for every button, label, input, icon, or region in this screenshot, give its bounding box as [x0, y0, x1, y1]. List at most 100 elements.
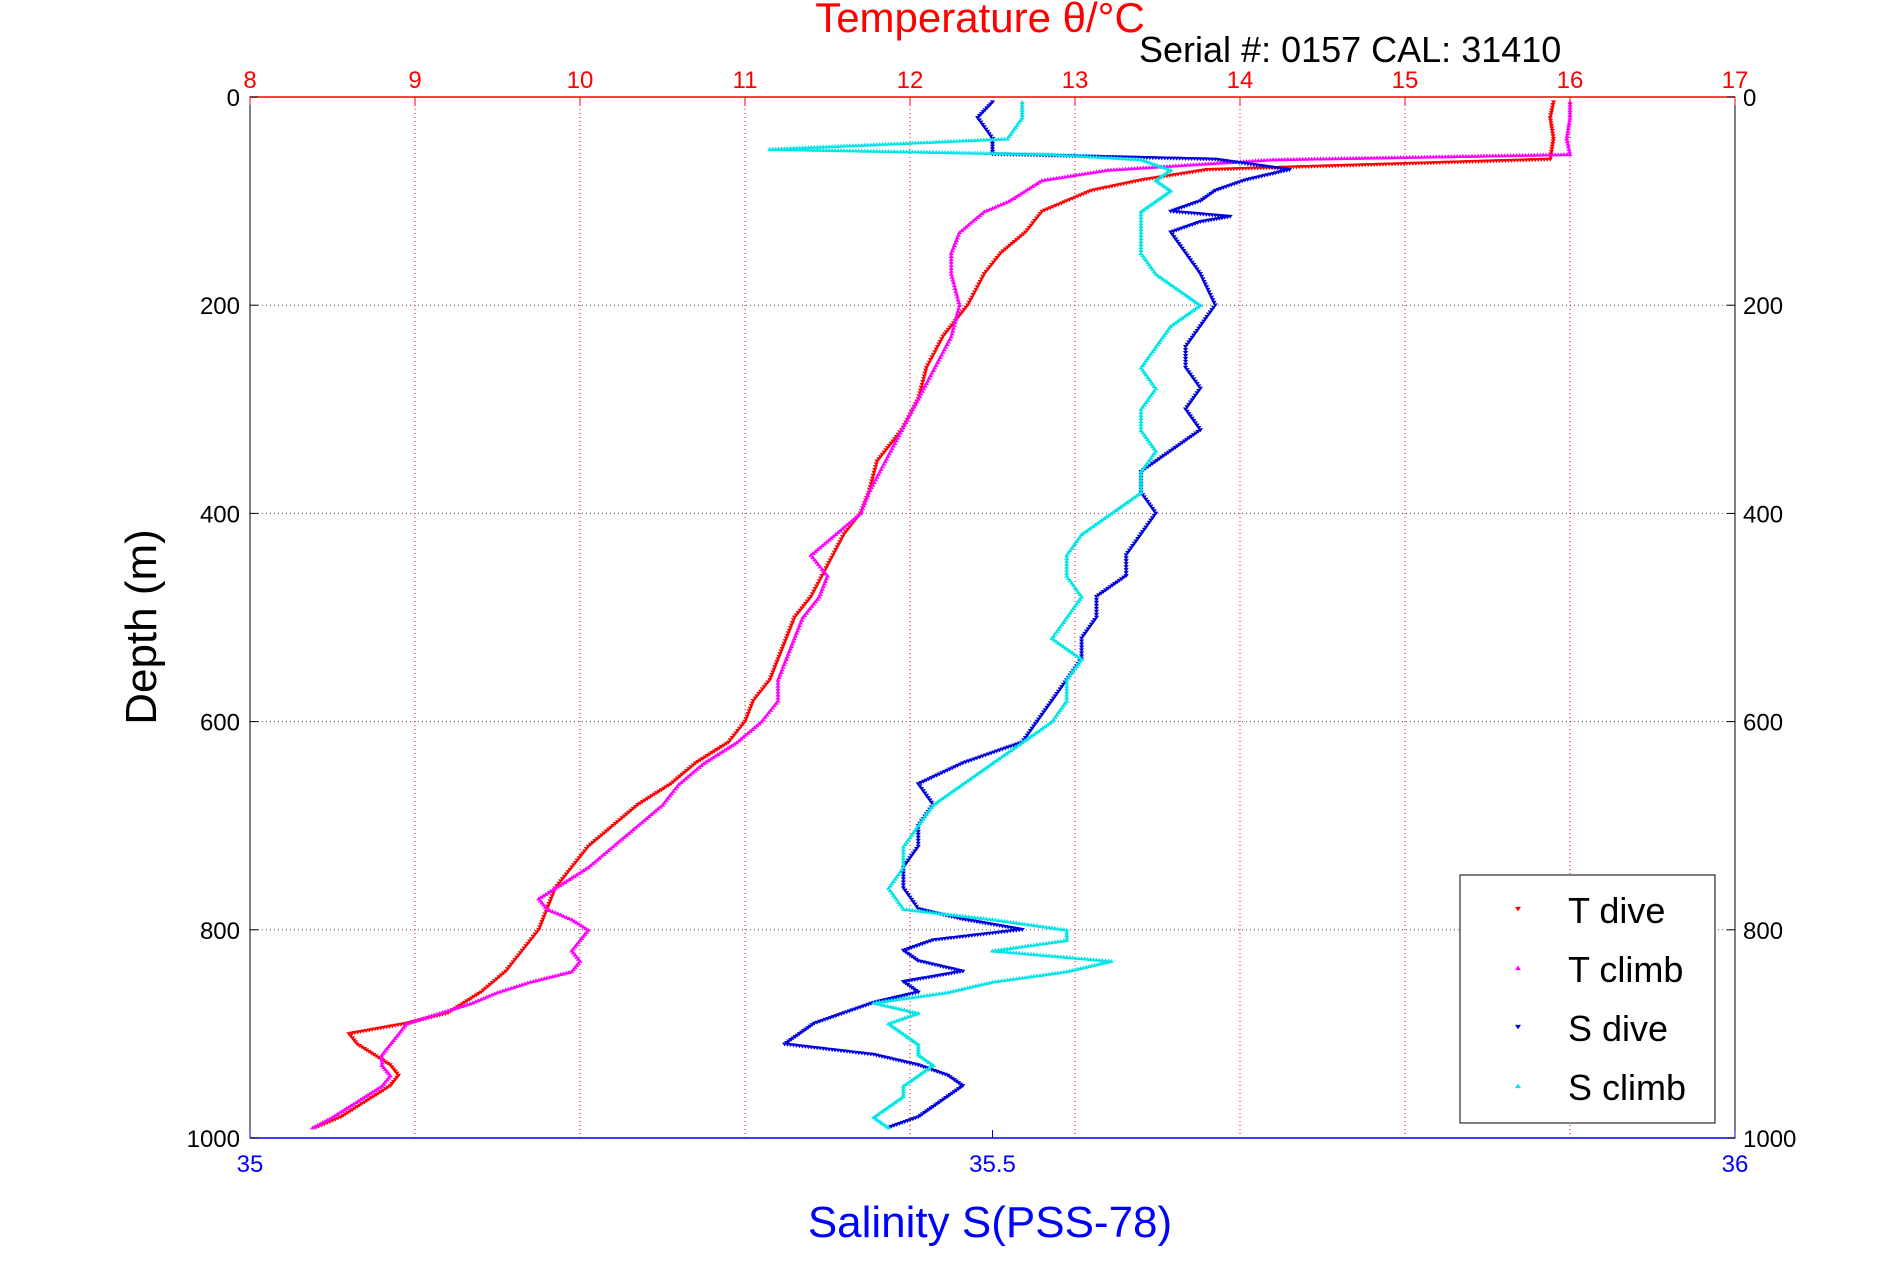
data-point: [1064, 677, 1070, 682]
data-point: [923, 793, 930, 798]
data-point: [1059, 685, 1065, 689]
data-point: [859, 506, 866, 511]
data-point: [1181, 249, 1187, 253]
data-point: [736, 738, 742, 743]
data-point: [912, 1011, 919, 1016]
data-point: [1148, 518, 1154, 523]
data-point: [549, 894, 555, 899]
data-point: [1189, 335, 1195, 340]
data-point: [522, 981, 528, 986]
data-point: [1210, 298, 1216, 303]
data-point: [932, 801, 938, 806]
data-point: [989, 761, 996, 766]
data-point: [989, 142, 996, 146]
data-point: [538, 895, 544, 899]
data-point: [1079, 648, 1085, 653]
data-point: [657, 804, 663, 809]
data-point: [928, 800, 935, 805]
data-point: [738, 736, 744, 741]
data-point: [332, 1113, 338, 1118]
data-point: [1176, 287, 1182, 292]
data-point: [853, 515, 859, 520]
data-point: [953, 291, 960, 296]
data-point: [1019, 107, 1025, 112]
data-point: [712, 753, 719, 758]
data-point: [1180, 291, 1186, 296]
data-point: [954, 763, 961, 768]
data-point: [775, 683, 781, 688]
data-point: [583, 926, 589, 931]
data-point: [953, 317, 959, 322]
data-point: [506, 964, 513, 969]
data-point: [566, 877, 572, 882]
data-point: [1027, 729, 1034, 733]
data-point: [1204, 314, 1210, 319]
data-point: [813, 584, 820, 589]
data-point: [1567, 105, 1573, 110]
data-point: [1138, 484, 1144, 489]
data-point: [354, 1104, 360, 1109]
data-point: [985, 764, 991, 769]
data-point: [1054, 692, 1060, 696]
data-point: [974, 285, 980, 290]
data-point: [338, 1115, 344, 1120]
data-point: [1019, 105, 1025, 110]
data-point: [998, 251, 1004, 256]
data-point: [777, 652, 783, 657]
data-point: [1021, 738, 1028, 743]
data-point: [1178, 244, 1184, 249]
data-point: [1547, 116, 1553, 120]
data-point: [740, 734, 747, 739]
depth-tick-label-right: 800: [1743, 918, 1783, 945]
data-point: [948, 259, 954, 264]
data-point: [721, 743, 727, 748]
data-point: [1008, 197, 1014, 202]
data-point: [1104, 514, 1110, 519]
data-point: [960, 761, 966, 766]
data-point: [974, 215, 981, 220]
data-point: [851, 516, 857, 521]
data-point: [387, 1084, 393, 1089]
data-point: [1020, 190, 1026, 194]
data-point: [1034, 181, 1040, 186]
legend: T dive T climb S dive S climb: [1459, 874, 1716, 1124]
data-point: [935, 799, 941, 804]
data-point: [1033, 730, 1039, 735]
data-point: [762, 714, 768, 719]
data-point: [545, 890, 551, 895]
data-point: [583, 847, 590, 851]
data-point: [1154, 163, 1160, 167]
data-point: [663, 785, 669, 790]
data-point: [883, 448, 889, 453]
data-point: [1194, 391, 1200, 396]
data-point: [900, 844, 906, 849]
data-point: [387, 1063, 393, 1068]
data-point: [563, 914, 569, 919]
data-point: [710, 755, 716, 760]
data-point: [799, 618, 805, 622]
data-point: [1151, 513, 1157, 518]
data-point: [1042, 708, 1048, 713]
data-point: [1190, 307, 1197, 312]
data-point: [920, 377, 927, 382]
data-point: [590, 861, 596, 866]
data-point: [805, 608, 811, 613]
data-point: [310, 1125, 316, 1130]
data-point: [1191, 333, 1197, 338]
data-point: [1550, 100, 1557, 105]
data-point: [1088, 188, 1095, 193]
data-point: [599, 853, 605, 858]
data-point: [1550, 102, 1556, 107]
data-point: [1182, 407, 1189, 412]
data-point: [765, 680, 771, 685]
data-point: [1064, 552, 1070, 557]
data-point: [346, 1032, 352, 1036]
data-point: [781, 641, 787, 646]
data-point: [678, 780, 684, 784]
data-point: [967, 298, 974, 303]
data-point: [348, 1034, 354, 1039]
data-point: [1082, 631, 1088, 636]
data-point: [621, 834, 627, 839]
data-point: [944, 793, 950, 798]
data-point: [900, 850, 906, 855]
